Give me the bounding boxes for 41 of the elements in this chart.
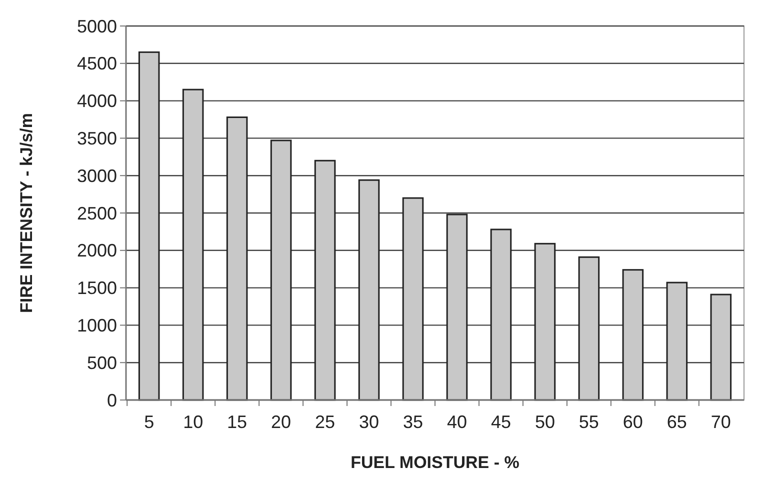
x-tick-label: 25: [315, 412, 336, 432]
y-tick-label: 4500: [76, 54, 117, 74]
x-axis-title: FUEL MOISTURE - %: [350, 453, 520, 472]
y-tick-label: 5000: [76, 16, 117, 36]
x-tick-label: 70: [710, 412, 731, 432]
y-tick-label: 500: [86, 352, 117, 373]
x-tick-label: 55: [578, 412, 599, 432]
y-tick-label: 0: [106, 390, 117, 410]
bar: [578, 256, 600, 401]
x-tick-label: 45: [490, 412, 511, 432]
bar: [314, 160, 336, 401]
y-tick-label: 3000: [76, 166, 117, 186]
x-tick-label: 50: [534, 412, 555, 432]
y-tick-label: 2500: [76, 203, 117, 224]
bar: [446, 214, 468, 401]
bar: [710, 294, 732, 401]
bar: [138, 51, 160, 401]
x-tick-label: 35: [402, 412, 424, 432]
y-tick-label: 4000: [76, 91, 117, 112]
bar: [402, 197, 424, 401]
bar: [270, 140, 292, 401]
x-tick-label: 65: [666, 412, 687, 432]
x-tick-label: 60: [622, 412, 643, 432]
y-tick-label: 1500: [76, 278, 117, 298]
x-tick-label: 10: [183, 412, 204, 432]
bar: [490, 228, 512, 401]
bar: [622, 269, 644, 401]
x-tick-label: 40: [446, 412, 468, 432]
y-tick-label: 3500: [76, 128, 117, 148]
x-tick-label: 20: [271, 412, 292, 432]
x-tick-label: 15: [227, 412, 248, 432]
bar: [666, 282, 688, 401]
y-tick-label: 2000: [76, 240, 117, 261]
x-tick-label: 5: [144, 412, 154, 432]
bar: [226, 116, 248, 401]
bar: [534, 242, 556, 401]
bar: [358, 179, 380, 401]
y-tick-label: 1000: [76, 316, 117, 336]
bar: [182, 88, 204, 401]
y-axis-title: FIRE INTENSITY - kJ/s/m: [17, 113, 36, 313]
x-tick-label: 30: [359, 412, 380, 432]
